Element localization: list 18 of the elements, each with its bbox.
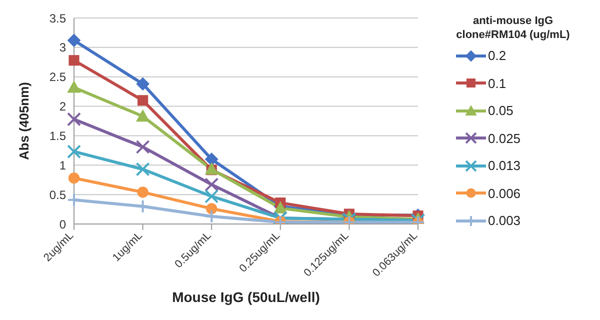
y-tick-label: 3.5 [49,11,66,26]
legend-label: 0.006 [488,186,521,201]
y-tick-label: 3 [59,40,66,55]
legend-label: 0.025 [488,130,521,146]
y-tick-label: 0 [59,217,66,232]
y-tick-label: 1 [59,158,66,172]
y-tick-label: 2.5 [49,70,66,84]
x-axis-title: Mouse IgG (50uL/well) [172,289,320,305]
legend-label: 0.2 [488,48,506,64]
legend-label: 0.003 [488,213,521,228]
y-tick-label: 2 [59,100,66,114]
legend-label: 0.05 [488,103,514,118]
legend-label: 0.013 [488,158,521,174]
y-axis-title: Abs (405nm) [16,82,32,160]
legend-title: anti-mouse IgG clone#RM104 (ug/mL) [455,14,571,42]
y-tick-label: 0.5 [49,188,66,202]
legend-label: 0.1 [488,76,506,91]
y-tick-label: 1.5 [49,128,66,143]
